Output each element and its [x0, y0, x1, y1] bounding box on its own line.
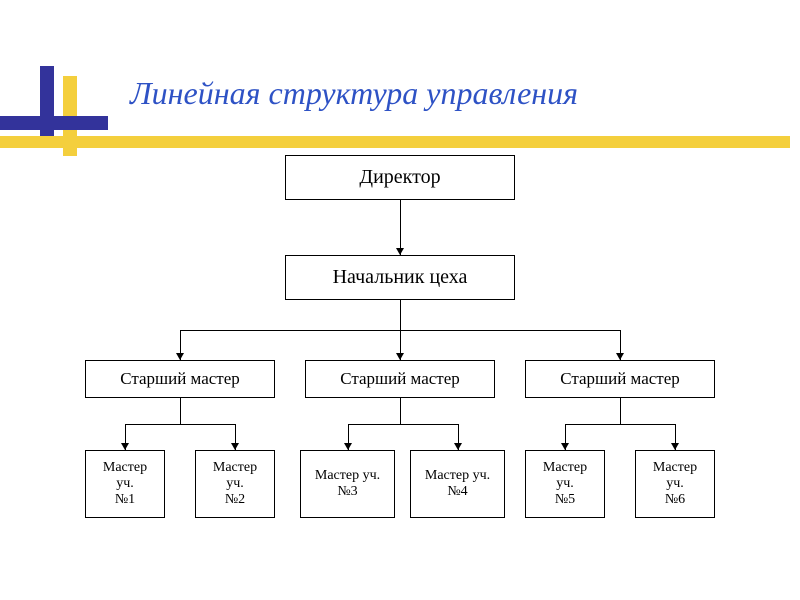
- node-master-6: Мастер уч. №6: [635, 450, 715, 518]
- node-master-2: Мастер уч. №2: [195, 450, 275, 518]
- arrow-senior3: [616, 353, 624, 360]
- node-master-1: Мастер уч. №1: [85, 450, 165, 518]
- arrow-m5: [561, 443, 569, 450]
- node-senior-2: Старший мастер: [305, 360, 495, 398]
- arrow-m3: [344, 443, 352, 450]
- edge-chief-stub: [400, 300, 401, 330]
- arrow-m2: [231, 443, 239, 450]
- page-title: Линейная структура управления: [130, 75, 578, 112]
- edge-senior3-bus: [565, 424, 675, 425]
- arrow-senior2: [396, 353, 404, 360]
- edge-senior3-stub: [620, 398, 621, 424]
- arrow-m4: [454, 443, 462, 450]
- diagram-canvas: Линейная структура управления Директор Н…: [0, 0, 800, 600]
- arrow-m1: [121, 443, 129, 450]
- node-senior-1: Старший мастер: [85, 360, 275, 398]
- arrow-senior1: [176, 353, 184, 360]
- decor-blue-vertical: [40, 66, 54, 146]
- node-master-4: Мастер уч. №4: [410, 450, 505, 518]
- decor-blue-horizontal: [0, 116, 108, 130]
- decor-yellow-horizontal: [0, 136, 790, 148]
- node-director: Директор: [285, 155, 515, 200]
- arrow-m6: [671, 443, 679, 450]
- node-senior-3: Старший мастер: [525, 360, 715, 398]
- node-master-3: Мастер уч. №3: [300, 450, 395, 518]
- node-master-5: Мастер уч. №5: [525, 450, 605, 518]
- edge-senior2-stub: [400, 398, 401, 424]
- edge-senior1-stub: [180, 398, 181, 424]
- edge-director-chief: [400, 200, 401, 255]
- edge-senior2-bus: [348, 424, 458, 425]
- edge-senior1-bus: [125, 424, 235, 425]
- arrow-chief: [396, 248, 404, 255]
- node-chief: Начальник цеха: [285, 255, 515, 300]
